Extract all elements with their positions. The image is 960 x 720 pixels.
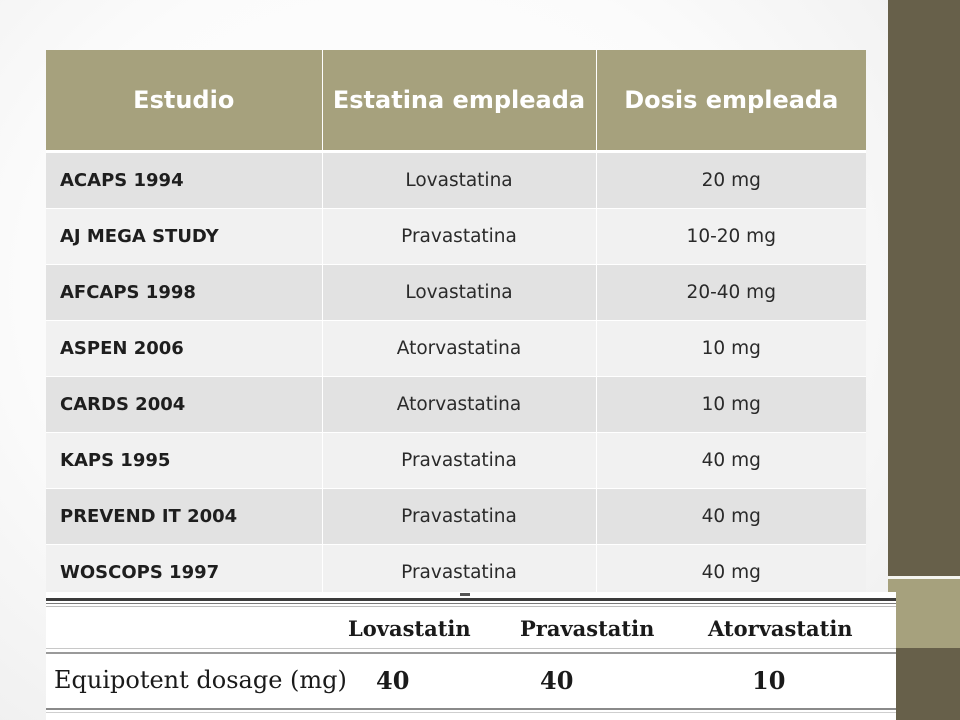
- header-lovastatin: Lovastatin: [348, 616, 471, 641]
- dose-cell: 40 mg: [596, 488, 866, 545]
- statin-cell: Pravastatina: [322, 432, 597, 489]
- table-row: ASPEN 2006 Atorvastatina 10 mg: [46, 320, 866, 377]
- table-row: PREVEND IT 2004 Pravastatina 40 mg: [46, 488, 866, 545]
- divider-dash: [460, 593, 470, 596]
- study-cell: AJ MEGA STUDY: [46, 208, 323, 265]
- mid-rule-secondary: [46, 652, 896, 654]
- top-rule-tertiary: [46, 606, 896, 607]
- dose-cell: 10 mg: [596, 320, 866, 377]
- equipotent-header-row: Lovastatin Pravastatin Atorvastatin: [46, 608, 896, 648]
- table-row: ACAPS 1994 Lovastatina 20 mg: [46, 151, 866, 209]
- study-cell: ASPEN 2006: [46, 320, 323, 377]
- header-statin: Estatina empleada: [322, 50, 597, 153]
- study-cell: PREVEND IT 2004: [46, 488, 323, 545]
- dose-cell: 20 mg: [596, 151, 866, 209]
- bottom-rule: [46, 708, 896, 710]
- study-cell: CARDS 2004: [46, 376, 323, 433]
- study-cell: ACAPS 1994: [46, 151, 323, 209]
- dose-cell: 10 mg: [596, 376, 866, 433]
- study-cell: AFCAPS 1998: [46, 264, 323, 321]
- table-row: WOSCOPS 1997 Pravastatina 40 mg: [46, 544, 866, 601]
- top-rule: [46, 598, 896, 601]
- equipotent-data-row: Equipotent dosage (mg) 40 40 10: [46, 658, 896, 702]
- value-pravastatin: 40: [540, 666, 574, 695]
- header-atorvastatin: Atorvastatin: [708, 616, 853, 641]
- statin-cell: Lovastatina: [322, 264, 597, 321]
- statin-cell: Pravastatina: [322, 544, 597, 601]
- statin-cell: Atorvastatina: [322, 376, 597, 433]
- table-row: KAPS 1995 Pravastatina 40 mg: [46, 432, 866, 489]
- dose-cell: 20-40 mg: [596, 264, 866, 321]
- study-cell: KAPS 1995: [46, 432, 323, 489]
- side-accent-block: [888, 576, 960, 648]
- value-lovastatin: 40: [376, 666, 410, 695]
- statin-cell: Pravastatina: [322, 208, 597, 265]
- statin-cell: Atorvastatina: [322, 320, 597, 377]
- statin-cell: Lovastatina: [322, 151, 597, 209]
- header-study: Estudio: [46, 50, 323, 153]
- value-atorvastatin: 10: [752, 666, 786, 695]
- statin-studies-table: Estudio Estatina empleada Dosis empleada…: [46, 50, 866, 601]
- bottom-rule-secondary: [46, 712, 896, 713]
- dose-cell: 40 mg: [596, 544, 866, 601]
- table-row: AJ MEGA STUDY Pravastatina 10-20 mg: [46, 208, 866, 265]
- dose-cell: 40 mg: [596, 432, 866, 489]
- table-header-row: Estudio Estatina empleada Dosis empleada: [46, 50, 866, 153]
- equipotent-dosage-table: Lovastatin Pravastatin Atorvastatin Equi…: [46, 592, 896, 720]
- top-rule-secondary: [46, 603, 896, 604]
- side-divider-line: [888, 576, 960, 579]
- study-cell: WOSCOPS 1997: [46, 544, 323, 601]
- table-row: CARDS 2004 Atorvastatina 10 mg: [46, 376, 866, 433]
- table-row: AFCAPS 1998 Lovastatina 20-40 mg: [46, 264, 866, 321]
- dose-cell: 10-20 mg: [596, 208, 866, 265]
- mid-rule: [46, 648, 896, 649]
- header-dose: Dosis empleada: [596, 50, 866, 153]
- equipotent-row-label: Equipotent dosage (mg): [54, 666, 347, 694]
- header-pravastatin: Pravastatin: [520, 616, 655, 641]
- statin-cell: Pravastatina: [322, 488, 597, 545]
